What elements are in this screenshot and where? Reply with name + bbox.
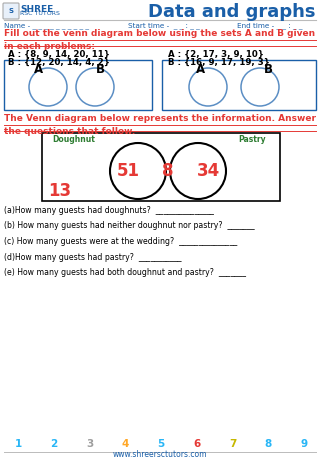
Text: Data and graphs: Data and graphs xyxy=(148,3,316,21)
Text: B : {16, 9, 17, 19, 3}: B : {16, 9, 17, 19, 3} xyxy=(168,58,270,67)
Text: A : {8, 9, 14, 20, 11}: A : {8, 9, 14, 20, 11} xyxy=(8,50,110,59)
Text: A: A xyxy=(196,63,204,76)
Text: Doughnut: Doughnut xyxy=(52,135,95,144)
Text: 34: 34 xyxy=(196,162,220,180)
Bar xyxy=(162,60,316,110)
Text: The Venn diagram below represents the information. Answer
the questions that fol: The Venn diagram below represents the in… xyxy=(4,114,316,136)
Text: 13: 13 xyxy=(48,182,72,200)
Text: (a)How many guests had doughnuts?  _______________: (a)How many guests had doughnuts? ______… xyxy=(4,206,214,215)
Text: 1: 1 xyxy=(14,439,22,449)
Text: Start time -  _ _ : _ _: Start time - _ _ : _ _ xyxy=(128,22,200,29)
Text: A: A xyxy=(33,63,43,76)
Text: 4: 4 xyxy=(122,439,129,449)
Text: B: B xyxy=(95,63,105,76)
Text: (d)How many guests had pastry?  ___________: (d)How many guests had pastry? _________… xyxy=(4,252,181,262)
Text: Fill out the venn diagram below using the sets A and B given
in each problems:: Fill out the venn diagram below using th… xyxy=(4,29,315,51)
Text: S: S xyxy=(9,8,13,14)
Text: RSC TUTORS: RSC TUTORS xyxy=(20,11,60,16)
Text: (b) How many guests had neither doughnut nor pastry?  _______: (b) How many guests had neither doughnut… xyxy=(4,221,255,231)
Text: 8: 8 xyxy=(162,162,174,180)
Text: 3: 3 xyxy=(86,439,93,449)
Text: 8: 8 xyxy=(265,439,272,449)
Text: www.shreersctutors.com: www.shreersctutors.com xyxy=(113,450,207,459)
Text: SHREE: SHREE xyxy=(20,5,53,14)
Bar xyxy=(42,133,280,201)
Text: 6: 6 xyxy=(193,439,200,449)
Text: 51: 51 xyxy=(116,162,140,180)
Text: B : {12, 20, 14, 4, 2}: B : {12, 20, 14, 4, 2} xyxy=(8,58,110,67)
Text: End time - _ _ : _ _: End time - _ _ : _ _ xyxy=(237,22,302,29)
FancyBboxPatch shape xyxy=(3,3,19,19)
Text: (e) How many guests had both doughnut and pastry?  _______: (e) How many guests had both doughnut an… xyxy=(4,268,246,277)
Text: Name - _ _ _ _ _ _ _ _ _ _: Name - _ _ _ _ _ _ _ _ _ _ xyxy=(4,22,89,29)
Text: 2: 2 xyxy=(50,439,57,449)
Text: 7: 7 xyxy=(229,439,236,449)
Text: 5: 5 xyxy=(157,439,164,449)
Text: (c) How many guests were at the wedding?  _______________: (c) How many guests were at the wedding?… xyxy=(4,237,237,246)
Text: 9: 9 xyxy=(300,439,308,449)
Text: Pastry: Pastry xyxy=(238,135,266,144)
Text: B: B xyxy=(263,63,273,76)
Bar xyxy=(4,60,152,110)
Text: A : {2, 17, 3, 9, 10}: A : {2, 17, 3, 9, 10} xyxy=(168,50,264,59)
